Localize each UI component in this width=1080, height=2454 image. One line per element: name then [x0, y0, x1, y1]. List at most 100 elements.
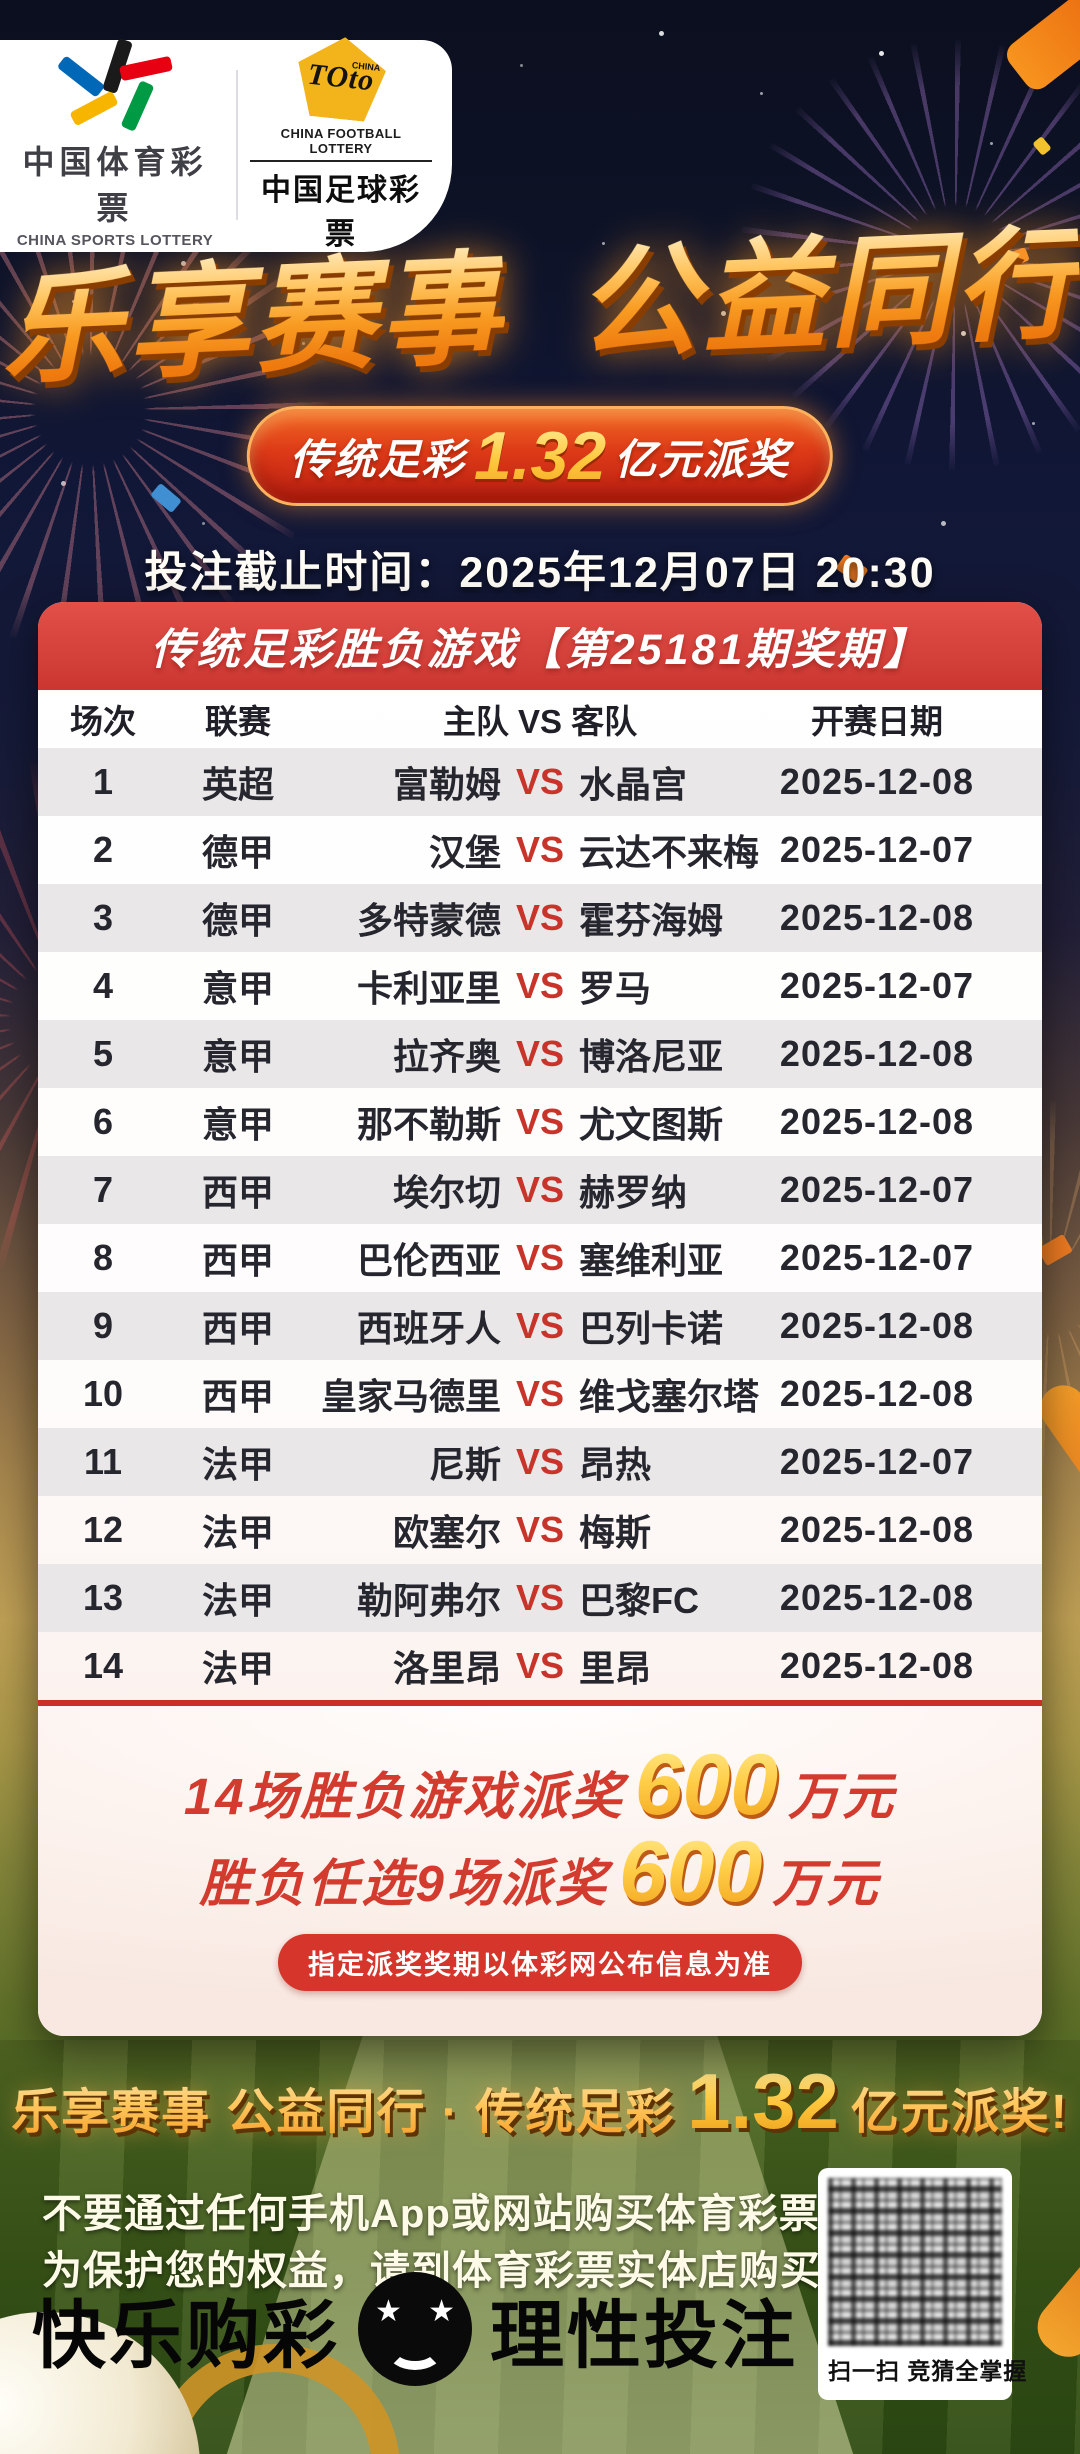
- home-team: 汉堡: [428, 832, 501, 873]
- league-name: 西甲: [201, 1376, 274, 1417]
- league-name: 法甲: [201, 1444, 274, 1485]
- logo-divider: [236, 70, 238, 220]
- home-team: 拉齐奥: [392, 1036, 501, 1077]
- vs-label: VS: [515, 1645, 565, 1686]
- match-teams: 西班牙人 VS 巴列卡诺: [308, 1300, 772, 1352]
- match-date: 2025-12-07: [779, 1237, 975, 1278]
- football-lottery-name-cn: 中国足球彩票: [261, 174, 421, 251]
- qr-code-image: [828, 2178, 1002, 2346]
- jackpot-banner: 传统足彩 1.32 亿元派奖: [246, 406, 834, 506]
- table-row: 1 英超 富勒姆 VS 水晶宫 2025-12-08: [38, 748, 1042, 816]
- away-team: 赫罗纳: [579, 1172, 688, 1213]
- qr-caption: 扫一扫 竞猜全掌握: [828, 2358, 1028, 2384]
- match-number: 13: [82, 1577, 124, 1618]
- jackpot-banner-prefix: 传统足彩: [289, 435, 466, 483]
- match-number: 6: [92, 1101, 114, 1142]
- home-team: 尼斯: [428, 1444, 501, 1485]
- home-team: 勒阿弗尔: [356, 1580, 501, 1621]
- away-team: 巴列卡诺: [579, 1308, 724, 1349]
- sports-lottery-name-en: CHINA SPORTS LOTTERY: [16, 232, 214, 249]
- home-team: 洛里昂: [392, 1648, 501, 1689]
- match-date: 2025-12-08: [779, 1577, 975, 1618]
- table-row: 2 德甲 汉堡 VS 云达不来梅 2025-12-07: [38, 816, 1042, 884]
- match-teams: 勒阿弗尔 VS 巴黎FC: [308, 1572, 772, 1624]
- match-number: 12: [82, 1509, 124, 1550]
- away-team: 里昂: [579, 1648, 652, 1689]
- prize2-unit: 万元: [772, 1855, 881, 1912]
- vs-label: VS: [515, 1101, 565, 1142]
- match-teams: 那不勒斯 VS 尤文图斯: [308, 1096, 772, 1148]
- match-number: 10: [82, 1373, 124, 1414]
- match-date: 2025-12-08: [779, 1509, 975, 1550]
- table-row: 4 意甲 卡利亚里 VS 罗马 2025-12-07: [38, 952, 1042, 1020]
- match-teams: 汉堡 VS 云达不来梅: [308, 824, 772, 876]
- prize1-unit: 万元: [788, 1768, 897, 1825]
- table-row: 6 意甲 那不勒斯 VS 尤文图斯 2025-12-08: [38, 1088, 1042, 1156]
- match-date: 2025-12-07: [779, 829, 975, 870]
- sports-lottery-star-icon: [54, 38, 176, 132]
- home-team: 埃尔切: [392, 1172, 501, 1213]
- prize-line-1: 14场胜负游戏派奖 600 万元: [38, 1742, 1042, 1829]
- away-team: 昂热: [579, 1444, 652, 1485]
- league-name: 法甲: [201, 1512, 274, 1553]
- jackpot-banner-suffix: 亿元派奖: [614, 435, 791, 483]
- column-header-date: 开赛日期: [811, 703, 943, 740]
- home-team: 皇家马德里: [320, 1376, 501, 1417]
- motto-right: 理性投注: [490, 2293, 798, 2377]
- prize-section: 14场胜负游戏派奖 600 万元 胜负任选9场派奖 600 万元 指定派奖奖期以…: [38, 1706, 1042, 2036]
- home-team: 卡利亚里: [356, 968, 501, 1009]
- home-team: 那不勒斯: [356, 1104, 501, 1145]
- column-header-league: 联赛: [205, 703, 271, 740]
- vs-label: VS: [515, 1305, 565, 1346]
- match-teams: 洛里昂 VS 里昂: [308, 1640, 772, 1692]
- match-number: 9: [92, 1305, 114, 1346]
- column-header-match-no: 场次: [70, 703, 136, 740]
- match-number: 4: [92, 965, 114, 1006]
- table-row: 8 西甲 巴伦西亚 VS 塞维利亚 2025-12-07: [38, 1224, 1042, 1292]
- match-teams: 皇家马德里 VS 维戈塞尔塔: [308, 1368, 772, 1420]
- match-teams: 欧塞尔 VS 梅斯: [308, 1504, 772, 1556]
- vs-label: VS: [515, 761, 565, 802]
- home-team: 多特蒙德: [356, 900, 501, 941]
- star-field-decoration: [0, 0, 3, 3]
- hero-title-part2: 公益同行: [572, 185, 1080, 384]
- vs-label: VS: [515, 1237, 565, 1278]
- table-body: 1 英超 富勒姆 VS 水晶宫 2025-12-08 2 德甲 汉堡 VS 云达…: [38, 748, 1042, 1700]
- table-row: 9 西甲 西班牙人 VS 巴列卡诺 2025-12-08: [38, 1292, 1042, 1360]
- table-row: 13 法甲 勒阿弗尔 VS 巴黎FC 2025-12-08: [38, 1564, 1042, 1632]
- match-date: 2025-12-08: [779, 1101, 975, 1142]
- jackpot-banner-amount: 1.32: [473, 418, 607, 494]
- vs-label: VS: [515, 829, 565, 870]
- away-team: 云达不来梅: [579, 832, 760, 873]
- table-row: 11 法甲 尼斯 VS 昂热 2025-12-07: [38, 1428, 1042, 1496]
- vs-label: VS: [515, 1169, 565, 1210]
- prize1-amount: 600: [634, 1737, 779, 1833]
- home-team: 西班牙人: [356, 1308, 501, 1349]
- match-number: 5: [92, 1033, 114, 1074]
- footer-slogan-prefix: 乐享赛事 公益同行 · 传统足彩: [11, 2072, 675, 2142]
- match-number: 1: [92, 761, 114, 802]
- footer-slogan-suffix: 亿元派奖!: [851, 2072, 1069, 2142]
- prize2-amount: 600: [618, 1824, 763, 1920]
- match-number: 7: [92, 1169, 114, 1210]
- lottery-logo-badge: 中国体育彩票 CHINA SPORTS LOTTERY TOto CHINA C…: [0, 40, 452, 252]
- vs-label: VS: [515, 1509, 565, 1550]
- match-teams: 尼斯 VS 昂热: [308, 1436, 772, 1488]
- football-lottery-divider: [250, 160, 432, 162]
- star-eye-icon: ★: [428, 2295, 455, 2328]
- table-bottom-divider: [38, 1700, 1042, 1706]
- vs-label: VS: [515, 965, 565, 1006]
- sports-lottery-name-cn: 中国体育彩票: [22, 144, 208, 226]
- smile-mouth: [387, 2340, 443, 2370]
- prize2-text: 胜负任选9场派奖: [199, 1855, 609, 1912]
- match-teams: 埃尔切 VS 赫罗纳: [308, 1164, 772, 1216]
- column-header-teams: 主队 VS 客队: [442, 703, 638, 740]
- betting-deadline: 投注截止时间：2025年12月07日 20:30: [144, 549, 936, 597]
- away-team: 罗马: [579, 968, 652, 1009]
- china-football-lottery-logo: TOto CHINA CHINA FOOTBALL LOTTERY 中国足球彩票: [250, 37, 432, 253]
- away-team: 梅斯: [579, 1512, 652, 1553]
- home-team: 欧塞尔: [392, 1512, 501, 1553]
- league-name: 意甲: [201, 1036, 274, 1077]
- table-header-row: 场次 联赛 主队 VS 客队 开赛日期: [38, 690, 1042, 748]
- vs-label: VS: [515, 1033, 565, 1074]
